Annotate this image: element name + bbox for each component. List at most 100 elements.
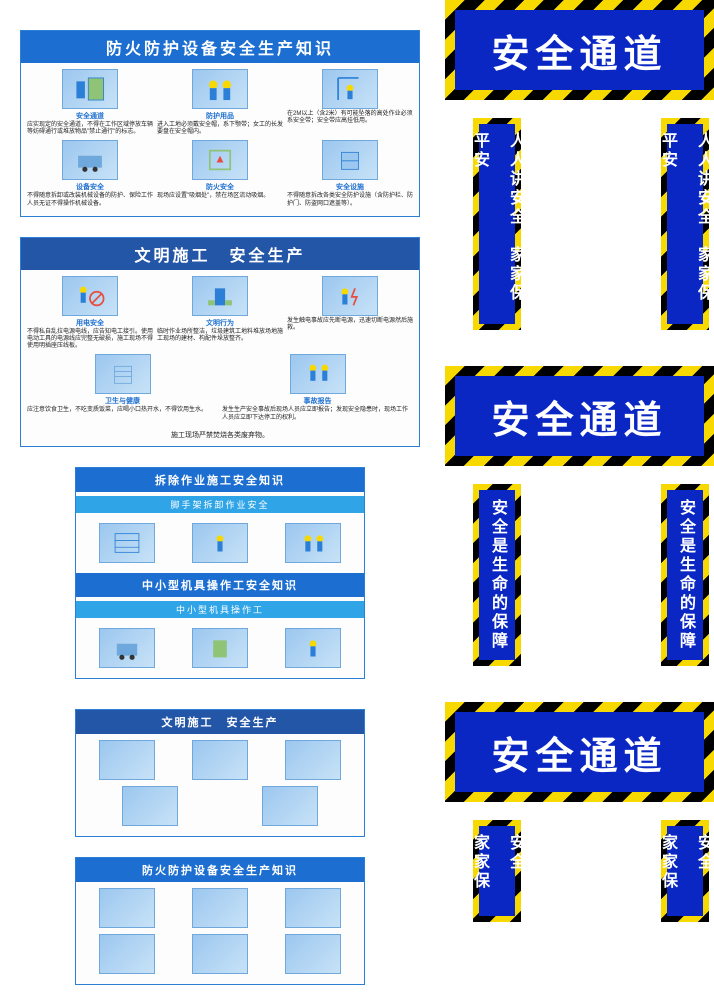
info-cell: 事故报告 发生生产安全事故后现场人员应立即报告；发现安全隐患时，现场工作人员应立…	[222, 354, 413, 421]
cell-label: 防火安全	[206, 182, 234, 192]
cell-label: 设备安全	[76, 182, 104, 192]
info-cell	[175, 628, 264, 670]
passage-sign: 安全通道	[455, 712, 704, 792]
illustration-equipment	[62, 140, 118, 180]
info-cell: 发生触电事故应先断电源，迅速切断电源然后施救。	[287, 276, 413, 351]
illustration	[99, 628, 155, 668]
illustration-facility	[322, 140, 378, 180]
info-cell	[269, 740, 358, 782]
panel-body	[76, 622, 364, 678]
info-cell	[82, 786, 218, 828]
hazard-sign-slogan: 人人讲安全 家家保平安	[661, 118, 709, 330]
hazard-sign-slogan: 安全是生命的保障	[661, 484, 709, 666]
slogan-sign: 安全是生命的保障	[667, 490, 703, 660]
cell-text: 发生生产安全事故后现场人员应立即报告；发现安全隐患时，现场工作人员应立即下达停工…	[222, 407, 413, 421]
panel-subtitle: 脚手架拆卸作业安全	[76, 496, 364, 513]
panel-demolition: 拆除作业施工安全知识 脚手架拆卸作业安全 中小型机具操作工安全知识 中小型机具操…	[75, 467, 365, 679]
illustration-shock	[322, 276, 378, 316]
info-cell	[82, 934, 171, 976]
info-cell	[269, 934, 358, 976]
vertical-sign-pair: 人人讲安全 家家保平安 人人讲安全 家家保平安	[445, 820, 714, 940]
info-cell: 卫生与健康 应注意饮食卫生，不吃变质饭菜，应喝小口热开水，不得饮用生水。	[27, 354, 218, 421]
panel-title: 防火防护设备安全生产知识	[76, 858, 364, 882]
illustration	[262, 786, 318, 826]
cell-label: 防护用品	[206, 111, 234, 121]
info-cell	[175, 523, 264, 565]
panel-body	[76, 734, 364, 836]
panel-body	[76, 882, 364, 984]
info-cell: 安全设施 不得随意拆改各类安全防护设施（含防护栏、防护门、防盗网口遮盖等）。	[287, 140, 413, 207]
info-cell	[82, 740, 171, 782]
panel-fire-safety: 防火防护设备安全生产知识 安全通道 应实现定的安全通道，不得在工作区域停放车辆等…	[20, 30, 420, 217]
cell-label: 安全设施	[336, 182, 364, 192]
passage-sign: 安全通道	[455, 376, 704, 456]
illustration-ppe	[192, 69, 248, 109]
illustration-health	[95, 354, 151, 394]
illustration	[99, 740, 155, 780]
info-cell: 防护用品 进入工地必须戴安全帽，系下颚带；女工的长发要盘在安全帽内。	[157, 69, 283, 136]
info-cell	[175, 888, 264, 930]
info-cell	[269, 888, 358, 930]
hazard-sign-slogan: 安全是生命的保障	[473, 484, 521, 666]
cell-label: 卫生与健康	[105, 396, 140, 406]
illustration-height	[322, 69, 378, 109]
illustration	[192, 888, 248, 928]
cell-text: 在2M以上（含2米）有可能坠落的高处作业必须系安全带；安全带应高挂低用。	[287, 111, 413, 125]
illustration-electric	[62, 276, 118, 316]
illustration	[99, 934, 155, 974]
info-cell	[269, 628, 358, 670]
cell-label: 安全通道	[76, 111, 104, 121]
panel-title: 防火防护设备安全生产知识	[21, 31, 419, 63]
info-cell: 设备安全 不得随意拆卸或改装机械设备的防护、保险工作人员无证不得操作机械设备。	[27, 140, 153, 207]
info-cell: 文明行为 临时作业场所整洁，垃圾建筑工地料堆放场地施工现场的建材、构配件垛放整齐…	[157, 276, 283, 351]
left-posters-column: 防火防护设备安全生产知识 安全通道 应实现定的安全通道，不得在工作区域停放车辆等…	[20, 30, 420, 1005]
info-cell: 防火安全 现场应设置"吸烟处"，禁在场区流动吸烟。	[157, 140, 283, 207]
illustration	[122, 786, 178, 826]
illustration-fire	[192, 140, 248, 180]
hazard-sign-passage: 安全通道	[445, 702, 714, 802]
hazard-sign-slogan: 人人讲安全 家家保平安	[473, 118, 521, 330]
illustration	[192, 934, 248, 974]
info-cell	[82, 628, 171, 670]
cell-text: 不得私自乱拉电源电线，应告知电工接引。使用电动工具的电源线应完整无破损，施工现场…	[27, 329, 153, 351]
panel-title: 中小型机具操作工安全知识	[76, 573, 364, 597]
info-cell: 用电安全 不得私自乱拉电源电线，应告知电工接引。使用电动工具的电源线应完整无破损…	[27, 276, 153, 351]
right-signs-column: 安全通道 人人讲安全 家家保平安 人人讲安全 家家保平安 安全通道 安全是生命的…	[445, 0, 714, 987]
info-cell: 安全通道 应实现定的安全通道，不得在工作区域停放车辆等妨碍通行或堆放物品"禁止通…	[27, 69, 153, 136]
slogan-sign: 安全是生命的保障	[479, 490, 515, 660]
panel-title: 文明施工 安全生产	[21, 238, 419, 270]
cell-text: 应注意饮食卫生，不吃变质饭菜，应喝小口热开水，不得饮用生水。	[27, 407, 218, 414]
info-cell	[222, 786, 358, 828]
panel-body: 用电安全 不得私自乱拉电源电线，应告知电工接引。使用电动工具的电源线应完整无破损…	[21, 270, 419, 430]
hazard-sign-passage: 安全通道	[445, 366, 714, 466]
vertical-sign-pair: 安全是生命的保障 安全是生命的保障	[445, 484, 714, 684]
cell-label: 文明行为	[206, 318, 234, 328]
cell-text: 不得随意拆改各类安全防护设施（含防护栏、防护门、防盗网口遮盖等）。	[287, 193, 413, 207]
illustration-behavior	[192, 276, 248, 316]
hazard-sign-slogan: 人人讲安全 家家保平安	[473, 820, 521, 922]
cell-text: 发生触电事故应先断电源，迅速切断电源然后施救。	[287, 318, 413, 332]
info-cell: 在2M以上（含2米）有可能坠落的高处作业必须系安全带；安全带应高挂低用。	[287, 69, 413, 136]
panel-title: 文明施工 安全生产	[76, 710, 364, 734]
slogan-sign: 人人讲安全 家家保平安	[667, 826, 703, 916]
info-cell	[82, 523, 171, 565]
hazard-sign-passage: 安全通道	[445, 0, 714, 100]
illustration	[192, 628, 248, 668]
illustration	[285, 888, 341, 928]
cell-text: 现场应设置"吸烟处"，禁在场区流动吸烟。	[157, 193, 283, 200]
illustration	[192, 523, 248, 563]
passage-sign: 安全通道	[455, 10, 704, 90]
panel-civil-safety: 文明施工 安全生产 用电安全 不得私自乱拉电源电线，应告知电工接引。使用电动工具…	[20, 237, 420, 447]
info-cell	[175, 934, 264, 976]
illustration	[285, 628, 341, 668]
cell-text: 不得随意拆卸或改装机械设备的防护、保险工作人员无证不得操作机械设备。	[27, 193, 153, 207]
info-cell	[269, 523, 358, 565]
illustration-report	[290, 354, 346, 394]
panel-footer: 施工现场严禁焚烧各类废弃物。	[21, 430, 419, 446]
panel-body: 安全通道 应实现定的安全通道，不得在工作区域停放车辆等妨碍通行或堆放物品"禁止通…	[21, 63, 419, 216]
illustration	[99, 888, 155, 928]
illustration	[285, 740, 341, 780]
cell-label: 用电安全	[76, 318, 104, 328]
cell-text: 临时作业场所整洁，垃圾建筑工地料堆放场地施工现场的建材、构配件垛放整齐。	[157, 329, 283, 343]
cell-label: 事故报告	[304, 396, 332, 406]
